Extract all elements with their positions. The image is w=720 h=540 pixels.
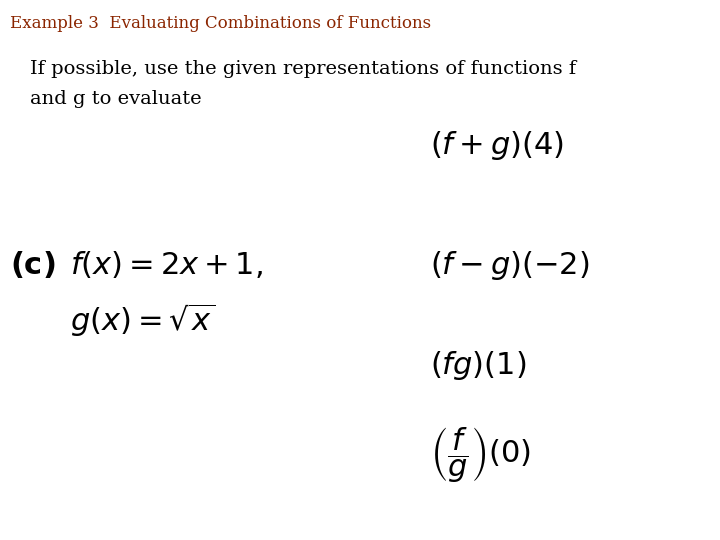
- Text: $g(x) = \sqrt{x}$: $g(x) = \sqrt{x}$: [70, 301, 216, 339]
- Text: $(f+g)(4)$: $(f+g)(4)$: [430, 129, 564, 161]
- Text: $\left(\dfrac{f}{g}\right)(0)$: $\left(\dfrac{f}{g}\right)(0)$: [430, 425, 531, 485]
- Text: $(fg)(1)$: $(fg)(1)$: [430, 348, 526, 381]
- Text: $f(x) = 2x + 1,$: $f(x) = 2x + 1,$: [70, 249, 263, 280]
- Text: Example 3  Evaluating Combinations of Functions: Example 3 Evaluating Combinations of Fun…: [10, 15, 431, 32]
- Text: and g to evaluate: and g to evaluate: [30, 90, 202, 108]
- Text: $(f-g)(-2)$: $(f-g)(-2)$: [430, 248, 590, 281]
- Text: $\mathbf{(c)}$: $\mathbf{(c)}$: [10, 249, 55, 280]
- Text: If possible, use the given representations of functions f: If possible, use the given representatio…: [30, 60, 576, 78]
